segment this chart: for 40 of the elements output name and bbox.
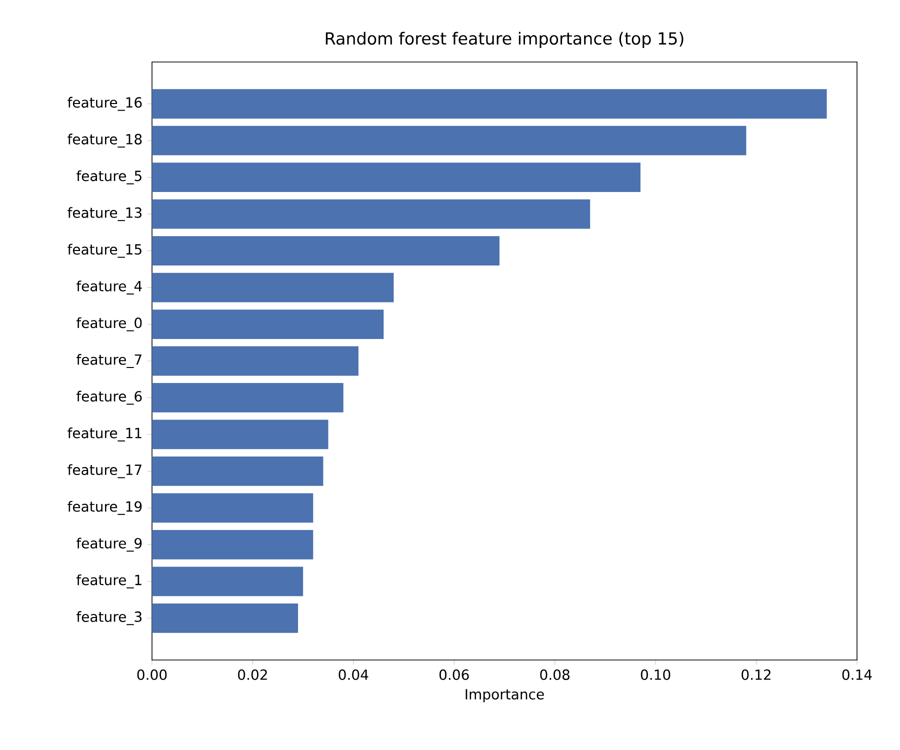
y-tick-label: feature_0 [76,317,142,332]
bar [152,456,324,486]
x-tick-label: 0.04 [338,669,368,680]
bar [152,493,314,523]
y-tick-label: feature_6 [76,390,142,405]
y-tick-label: feature_11 [68,428,142,442]
y-tick-label: feature_9 [76,538,142,552]
x-tick-label: 0.12 [742,669,770,680]
y-tick-label: feature_17 [68,464,142,478]
y-tick-label: feature_1 [76,574,142,588]
bar [152,89,827,119]
bar [152,162,640,192]
y-tick-label: feature_18 [68,134,142,148]
x-tick-label: 0.14 [842,669,872,680]
y-tick-label: feature_15 [68,244,142,258]
bar [152,346,358,376]
bar [152,603,298,633]
x-tick-label: 0.02 [238,669,267,680]
y-tick-label: feature_4 [76,280,142,295]
y-tick-label: feature_19 [68,500,142,515]
bar [152,420,328,450]
bar [152,236,500,266]
x-tick-label: 0.08 [540,669,570,680]
bar [152,199,590,229]
x-tick-label: 0.10 [640,669,670,680]
x-tick-label: 0.00 [137,669,167,680]
y-tick-label: feature_16 [68,96,142,111]
y-tick-label: feature_13 [68,207,142,222]
bar [152,310,384,339]
bar [152,126,746,156]
x-axis-title: Importance [466,689,544,702]
chart-title: Random forest feature importance (top 15) [326,32,684,48]
y-tick-label: feature_5 [76,170,142,184]
y-tick-label: feature_7 [76,354,142,368]
bar [152,530,314,560]
bar [152,383,344,412]
bar [152,566,304,596]
bar [152,272,394,302]
x-tick-label: 0.06 [439,669,469,680]
y-tick-label: feature_3 [76,611,142,626]
